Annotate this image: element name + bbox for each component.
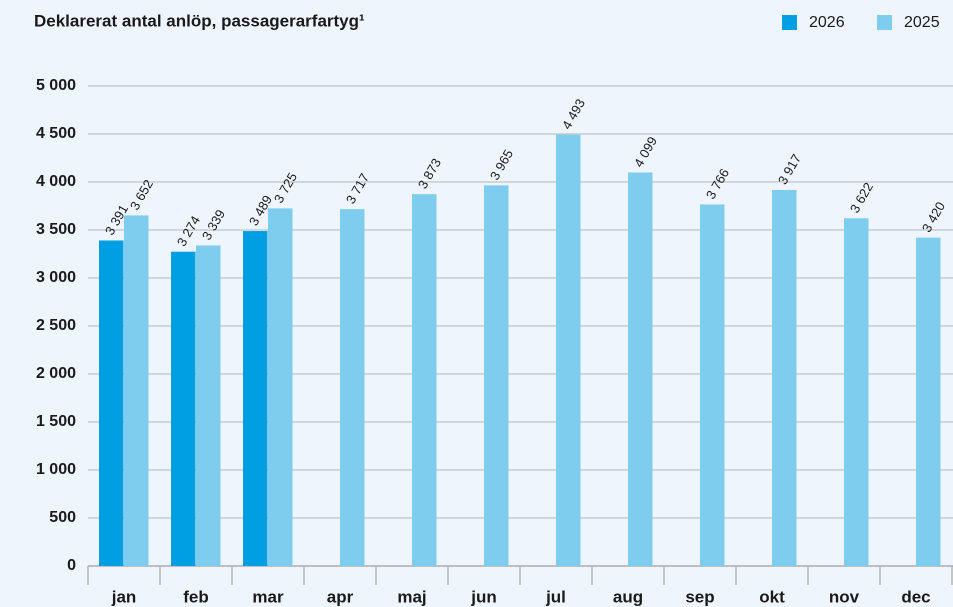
bar bbox=[916, 237, 941, 566]
x-tick-label: dec bbox=[901, 587, 930, 606]
x-tick-label: aug bbox=[613, 587, 643, 606]
y-tick-label: 4 000 bbox=[36, 173, 76, 190]
bar bbox=[171, 251, 196, 567]
x-tick-label: sep bbox=[685, 587, 714, 606]
bar bbox=[340, 209, 365, 566]
bar bbox=[99, 240, 124, 567]
bar bbox=[628, 172, 653, 566]
y-tick-label: 500 bbox=[49, 509, 76, 526]
x-tick-label: mar bbox=[252, 587, 284, 606]
x-tick-label: jul bbox=[545, 587, 566, 606]
y-tick-label: 5 000 bbox=[36, 77, 76, 94]
bar bbox=[124, 215, 149, 566]
y-tick-label: 0 bbox=[67, 557, 76, 574]
x-tick-label: maj bbox=[397, 587, 426, 606]
x-tick-label: okt bbox=[759, 587, 785, 606]
x-tick-label: nov bbox=[829, 587, 860, 606]
chart-title: Deklarerat antal anlöp, passagerarfartyg… bbox=[34, 11, 365, 30]
y-tick-label: 1 000 bbox=[36, 461, 76, 478]
bar bbox=[772, 189, 797, 566]
bar bbox=[268, 208, 293, 566]
y-tick-label: 2 000 bbox=[36, 365, 76, 382]
bar bbox=[844, 218, 869, 566]
legend-swatch bbox=[782, 15, 797, 30]
legend-label: 2025 bbox=[904, 14, 940, 31]
x-tick-label: jun bbox=[470, 587, 497, 606]
x-tick-label: jan bbox=[111, 587, 137, 606]
bar bbox=[196, 245, 221, 566]
y-tick-label: 3 000 bbox=[36, 269, 76, 286]
y-tick-label: 3 500 bbox=[36, 221, 76, 238]
legend-swatch bbox=[877, 15, 892, 30]
bar bbox=[556, 134, 581, 566]
y-tick-label: 1 500 bbox=[36, 413, 76, 430]
bar bbox=[700, 204, 725, 567]
bar bbox=[412, 194, 437, 566]
x-tick-label: feb bbox=[183, 587, 209, 606]
bar bbox=[484, 185, 509, 567]
y-tick-label: 4 500 bbox=[36, 125, 76, 142]
legend-label: 2026 bbox=[809, 14, 845, 31]
bar bbox=[243, 231, 268, 566]
y-tick-label: 2 500 bbox=[36, 317, 76, 334]
x-tick-label: apr bbox=[327, 587, 354, 606]
